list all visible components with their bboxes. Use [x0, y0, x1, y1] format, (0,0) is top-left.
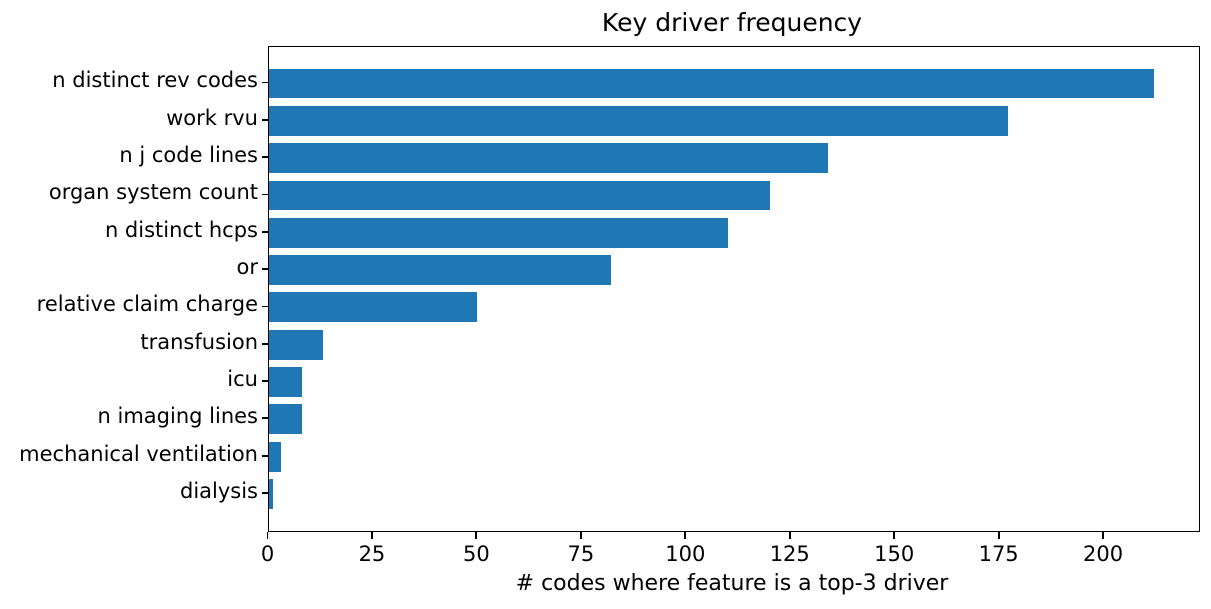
- category-label: n imaging lines: [97, 404, 258, 429]
- x-tick-label: 200: [1083, 542, 1124, 566]
- bar: [268, 404, 302, 435]
- x-tick-mark: [788, 531, 791, 539]
- y-tick-mark: [261, 156, 268, 158]
- bar: [268, 105, 1008, 136]
- y-tick-mark: [261, 380, 268, 382]
- bar: [268, 441, 282, 472]
- x-tick-label: 75: [567, 542, 595, 566]
- category-label: n j code lines: [119, 143, 258, 168]
- bar: [268, 367, 302, 397]
- bar: [268, 217, 729, 248]
- x-tick-mark: [997, 531, 1000, 539]
- plot-area: [267, 45, 1200, 532]
- y-tick-mark: [261, 193, 268, 196]
- y-tick-mark: [261, 81, 268, 84]
- y-tick-mark: [261, 492, 268, 494]
- x-tick-label: 125: [769, 542, 810, 566]
- x-tick-mark: [266, 531, 269, 539]
- bar: [268, 329, 323, 360]
- category-label: or: [236, 255, 258, 280]
- x-tick-mark: [684, 531, 687, 539]
- x-tick-label: 175: [978, 542, 1019, 566]
- x-axis-label: # codes where feature is a top-3 driver: [515, 571, 949, 596]
- bar: [268, 180, 770, 211]
- bar: [268, 292, 478, 323]
- x-tick-mark: [893, 531, 896, 539]
- bar: [268, 143, 829, 174]
- category-label: n distinct rev codes: [52, 68, 258, 93]
- x-tick-mark: [371, 531, 373, 539]
- x-tick-mark: [579, 531, 582, 539]
- category-label: work rvu: [166, 105, 258, 130]
- bar: [268, 479, 273, 509]
- bar: [268, 255, 612, 285]
- y-tick-mark: [261, 417, 268, 420]
- category-label: dialysis: [179, 479, 258, 504]
- x-tick-label: 50: [463, 542, 490, 566]
- y-tick-mark: [261, 342, 268, 345]
- x-tick-label: 25: [358, 542, 386, 566]
- category-label: relative claim charge: [36, 292, 258, 317]
- category-label: transfusion: [140, 329, 258, 354]
- category-label: mechanical ventilation: [19, 441, 258, 466]
- y-tick-mark: [261, 230, 268, 233]
- y-tick-mark: [261, 305, 268, 308]
- category-label: n distinct hcps: [104, 217, 258, 242]
- x-tick-label: 0: [260, 542, 275, 566]
- x-tick-mark: [1102, 531, 1104, 539]
- x-tick-mark: [475, 531, 478, 539]
- category-label: icu: [227, 367, 258, 392]
- x-tick-label: 150: [874, 542, 915, 566]
- category-label: organ system count: [48, 180, 258, 205]
- y-tick-mark: [261, 118, 268, 121]
- y-tick-mark: [261, 268, 268, 270]
- chart-title: Key driver frequency: [601, 8, 863, 37]
- y-tick-mark: [261, 454, 268, 457]
- bar: [268, 68, 1155, 99]
- x-tick-label: 100: [665, 542, 706, 566]
